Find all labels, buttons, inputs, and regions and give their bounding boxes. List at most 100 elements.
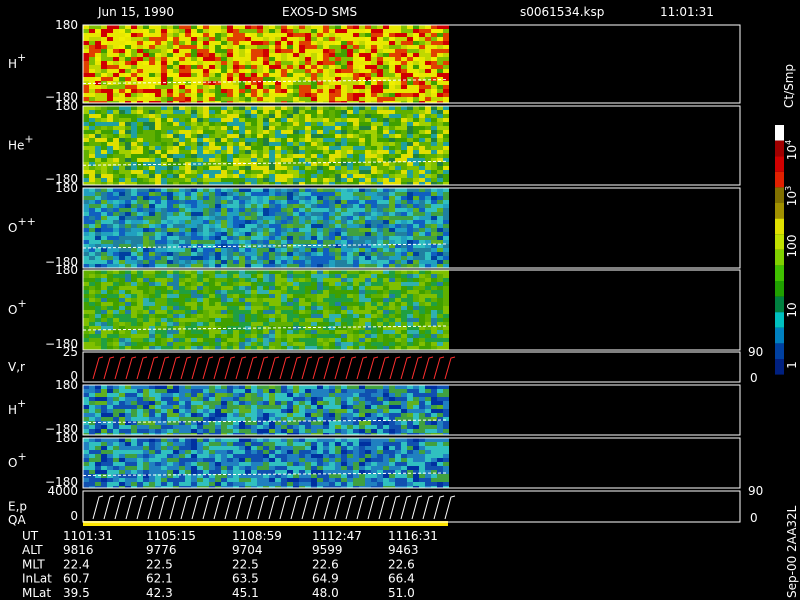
spectrogram-cell <box>389 282 395 286</box>
spectrogram-cell <box>383 130 389 134</box>
spectrogram-cell <box>155 264 161 268</box>
spectrogram-cell <box>137 196 143 200</box>
spectrogram-cell <box>281 150 287 154</box>
spectrogram-cell <box>305 166 311 170</box>
spectrogram-cell <box>401 41 407 45</box>
spectrogram-cell <box>329 61 335 65</box>
spectrogram-cell <box>293 270 299 274</box>
spectrogram-cell <box>317 208 323 212</box>
spectrogram-cell <box>257 25 263 29</box>
spectrogram-cell <box>383 252 389 256</box>
spectrogram-cell <box>323 294 329 298</box>
spectrogram-cell <box>323 302 329 306</box>
spectrogram-cell <box>347 274 353 278</box>
spectrogram-cell <box>209 286 215 290</box>
spectrogram-cell <box>131 93 137 97</box>
spectrogram-cell <box>305 216 311 220</box>
spectrogram-cell <box>113 85 119 89</box>
spectrogram-cell <box>179 196 185 200</box>
spectrogram-cell <box>131 318 137 322</box>
spectrogram-cell <box>233 204 239 208</box>
spectrogram-cell <box>329 130 335 134</box>
spectrogram-cell <box>113 158 119 162</box>
spectrogram-cell <box>227 122 233 126</box>
spectrogram-cell <box>173 264 179 268</box>
spectrogram-cell <box>365 89 371 93</box>
spectrogram-cell <box>437 282 443 286</box>
spectrogram-cell <box>197 122 203 126</box>
spectrogram-cell <box>83 200 89 204</box>
spectrogram-cell <box>221 204 227 208</box>
spectrogram-cell <box>377 334 383 338</box>
spectrogram-cell <box>161 138 167 142</box>
spectrogram-cell <box>407 170 413 174</box>
spectrogram-cell <box>359 188 365 192</box>
spectrogram-cell <box>137 228 143 232</box>
spectrogram-cell <box>143 208 149 212</box>
spectrogram-cell <box>89 286 95 290</box>
spectrogram-cell <box>203 260 209 264</box>
spectrogram-cell <box>431 126 437 130</box>
spectrogram-cell <box>101 282 107 286</box>
spectrogram-cell <box>233 306 239 310</box>
spectrogram-cell <box>317 200 323 204</box>
spectrogram-cell <box>359 346 365 350</box>
spectrogram-cell <box>221 49 227 53</box>
spectrogram-cell <box>371 232 377 236</box>
spectrogram-cell <box>209 326 215 330</box>
spectrogram-cell <box>443 224 449 228</box>
spectrogram-cell <box>233 146 239 150</box>
spectrogram-cell <box>323 236 329 240</box>
spectrogram-cell <box>305 220 311 224</box>
spectrogram-cell <box>245 334 251 338</box>
spectrogram-cell <box>155 174 161 178</box>
spectrogram-cell <box>437 73 443 77</box>
spectrogram-cell <box>317 220 323 224</box>
spectrogram-cell <box>299 154 305 158</box>
spectrogram-cell <box>323 138 329 142</box>
spectrogram-cell <box>149 89 155 93</box>
spectrogram-cell <box>341 192 347 196</box>
spectrogram-cell <box>443 314 449 318</box>
spectrogram-cell <box>299 69 305 73</box>
spectrogram-cell <box>377 282 383 286</box>
spectrogram-cell <box>287 97 293 101</box>
spectrogram-cell <box>425 178 431 182</box>
spectrogram-cell <box>227 130 233 134</box>
spectrogram-cell <box>335 228 341 232</box>
spectrogram-cell <box>233 346 239 350</box>
spectrogram-cell <box>275 286 281 290</box>
spectrogram-cell <box>197 236 203 240</box>
spectrogram-cell <box>221 260 227 264</box>
spectrogram-cell <box>185 77 191 81</box>
spectrogram-cell <box>269 346 275 350</box>
spectrogram-cell <box>227 61 233 65</box>
spectrogram-cell <box>425 232 431 236</box>
spectrogram-cell <box>239 282 245 286</box>
spectrogram-cell <box>389 174 395 178</box>
spectrogram-cell <box>137 326 143 330</box>
spectrogram-cell <box>233 77 239 81</box>
spectrogram-cell <box>401 264 407 268</box>
spectrogram-cell <box>215 61 221 65</box>
spectrogram-cell <box>329 282 335 286</box>
spectrogram-cell <box>131 196 137 200</box>
spectrogram-cell <box>119 244 125 248</box>
spectrogram-cell <box>311 106 317 110</box>
spectrogram-cell <box>437 232 443 236</box>
spectrogram-cell <box>293 37 299 41</box>
spectrogram-cell <box>197 182 203 185</box>
spectrogram-cell <box>287 134 293 138</box>
spectrogram-cell <box>119 286 125 290</box>
spectrogram-cell <box>149 57 155 61</box>
spectrogram-cell <box>443 306 449 310</box>
spectrogram-cell <box>89 208 95 212</box>
spectrogram-cell <box>419 126 425 130</box>
spectrogram-cell <box>143 240 149 244</box>
spectrogram-cell <box>287 216 293 220</box>
spectrogram-cell <box>353 346 359 350</box>
spectrogram-cell <box>443 130 449 134</box>
spectrogram-cell <box>377 110 383 114</box>
spectrogram-cell <box>443 61 449 65</box>
spectrogram-cell <box>125 130 131 134</box>
